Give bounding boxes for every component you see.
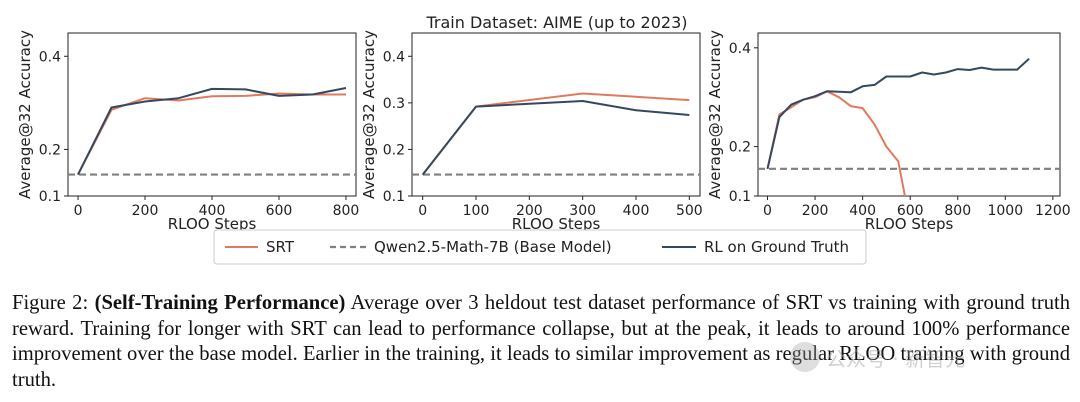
x-tick-label: 200: [132, 203, 159, 219]
x-axis-label: RLOO Steps: [865, 215, 954, 233]
chart-panel-3: 0 200 400 600 800 1000 1200 0.1 0.2 0.4 RLOO Steps…: [706, 30, 1071, 233]
x-axis-label: RLOO Steps: [168, 215, 257, 233]
y-axis-label: Average@32 Accuracy: [360, 30, 378, 199]
x-tick-label: 0: [763, 203, 772, 219]
axes-frame: [757, 32, 1061, 197]
rl-series-line: [77, 87, 347, 176]
x-tick-label: 400: [849, 203, 876, 219]
x-tick-label: 800: [944, 203, 971, 219]
y-tick-label: 0.2: [39, 142, 61, 158]
srt-series-line: [766, 90, 906, 196]
rl-series-line: [766, 57, 1030, 170]
x-tick-label: 500: [676, 203, 703, 219]
caption-text: Average over 3 heldout test dataset perf…: [12, 292, 1071, 391]
legend-rl-label: RL on Ground Truth: [704, 238, 849, 256]
wechat-icon: [790, 342, 820, 372]
x-tick-label: 0: [418, 203, 427, 219]
axes-frame: [411, 32, 701, 197]
y-axis-label: Average@32 Accuracy: [16, 30, 34, 199]
x-tick-label: 200: [516, 203, 543, 219]
x-axis-label: RLOO Steps: [512, 215, 601, 233]
x-tick-label: 1000: [987, 203, 1023, 219]
x-tick-label: 100: [463, 203, 490, 219]
watermark-text: 公众号 · 新智元: [826, 346, 966, 371]
x-tick-label: 200: [802, 203, 829, 219]
srt-series-line: [421, 92, 690, 176]
x-tick-label: 600: [897, 203, 924, 219]
x-tick-label: 600: [266, 203, 293, 219]
y-tick-label: 0.4: [39, 49, 61, 65]
caption-bold: (Self-Training Performance): [94, 292, 346, 314]
legend-srt-label: SRT: [266, 238, 295, 256]
chart-panel-2: 0 100 200 300 400 500 0.1 0.2 0.3 0.4 RLOO Steps Av…: [360, 30, 703, 233]
y-tick-label: 0.3: [383, 96, 405, 112]
x-tick-label: 400: [199, 203, 226, 219]
chart-panel-1: 0 200 400 600 800 0.1 0.2 0.4 RLOO Steps Average@…: [16, 30, 359, 233]
y-tick-label: 0.2: [383, 142, 405, 158]
x-tick-label: 300: [569, 203, 596, 219]
axes-frame: [67, 32, 357, 197]
x-tick-label: 400: [623, 203, 650, 219]
y-tick-label: 0.1: [383, 189, 405, 205]
figure-caption: Figure 2: (Self-Training Performance) Av…: [12, 291, 1070, 393]
x-tick-label: 0: [74, 203, 83, 219]
caption-label: Figure 2:: [12, 292, 89, 314]
chart-panels: 0 200 400 600 800 0.1 0.2 0.4 RLOO Steps Average@…: [16, 30, 1071, 233]
figure-suptitle: Train Dataset: AIME (up to 2023): [425, 13, 687, 32]
legend: SRT Qwen2.5-Math-7B (Base Model) RL on G…: [213, 229, 867, 265]
y-tick-label: 0.2: [729, 140, 751, 156]
y-tick-label: 0.4: [383, 49, 405, 65]
rl-series-line: [421, 100, 690, 176]
y-tick-label: 0.4: [729, 41, 751, 57]
legend-base-label: Qwen2.5-Math-7B (Base Model): [374, 238, 612, 256]
y-tick-label: 0.1: [39, 189, 61, 205]
x-tick-label: 800: [333, 203, 360, 219]
x-tick-label: 1200: [1035, 203, 1071, 219]
y-axis-label: Average@32 Accuracy: [706, 30, 724, 199]
legend-box: [213, 229, 867, 265]
watermark: 公众号 · 新智元: [790, 337, 1080, 377]
figure-2: Train Dataset: AIME (up to 2023) 0 200 400…: [16, 13, 1071, 265]
y-tick-label: 0.1: [729, 189, 751, 205]
